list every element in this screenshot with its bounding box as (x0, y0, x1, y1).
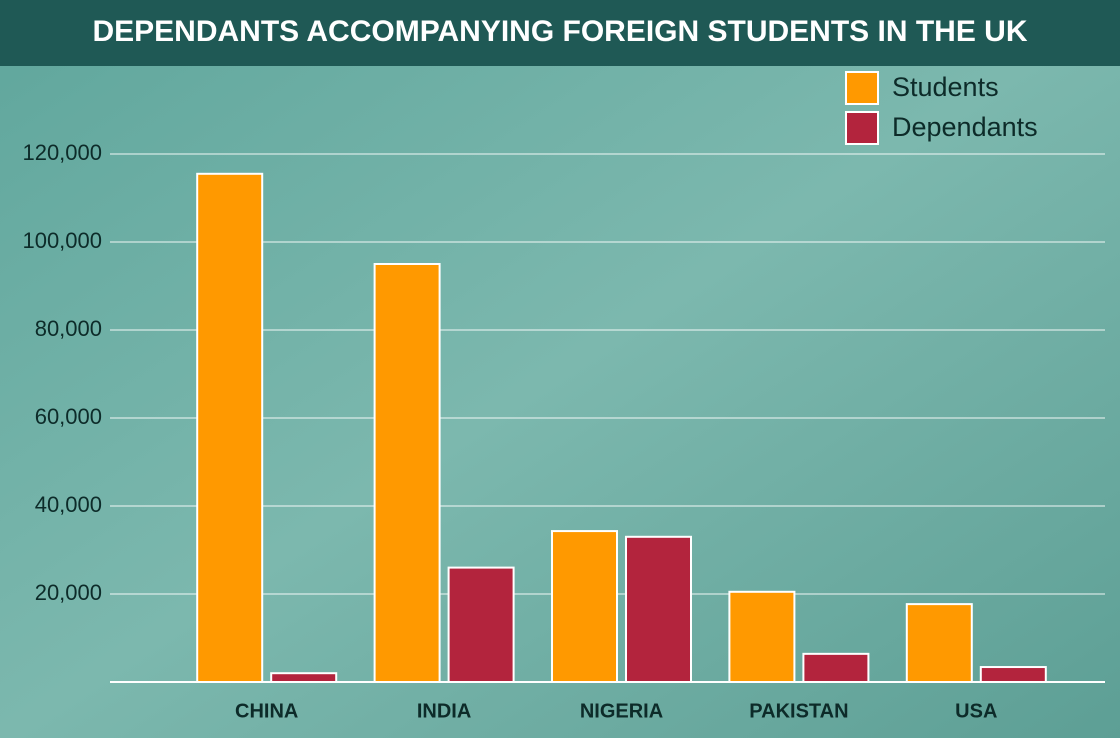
y-tick-label: 80,000 (35, 316, 102, 341)
legend-label: Dependants (892, 112, 1038, 142)
x-tick-label: NIGERIA (580, 700, 663, 722)
bar (905, 603, 973, 683)
bar (728, 590, 796, 683)
title-bar (0, 0, 1120, 66)
y-tick-label: 20,000 (35, 580, 102, 605)
bar (551, 530, 618, 684)
bar (979, 666, 1047, 683)
legend-swatch (845, 111, 879, 145)
x-tick-label: USA (955, 700, 997, 722)
x-tick-label: CHINA (235, 700, 298, 722)
bar (625, 535, 692, 683)
legend-swatch (845, 71, 879, 105)
bar (270, 672, 338, 684)
x-tick-label: PAKISTAN (749, 700, 848, 722)
y-tick-label: 40,000 (35, 492, 102, 517)
bar (373, 263, 441, 683)
legend-label: Students (892, 72, 999, 102)
y-tick-label: 60,000 (35, 404, 102, 429)
bar (802, 652, 870, 684)
y-tick-label: 100,000 (22, 228, 102, 253)
bar (196, 172, 264, 684)
bar (447, 566, 515, 683)
chart-title: DEPENDANTS ACCOMPANYING FOREIGN STUDENTS… (92, 15, 1027, 48)
y-tick-label: 120,000 (22, 140, 102, 165)
x-tick-label: INDIA (417, 700, 471, 722)
